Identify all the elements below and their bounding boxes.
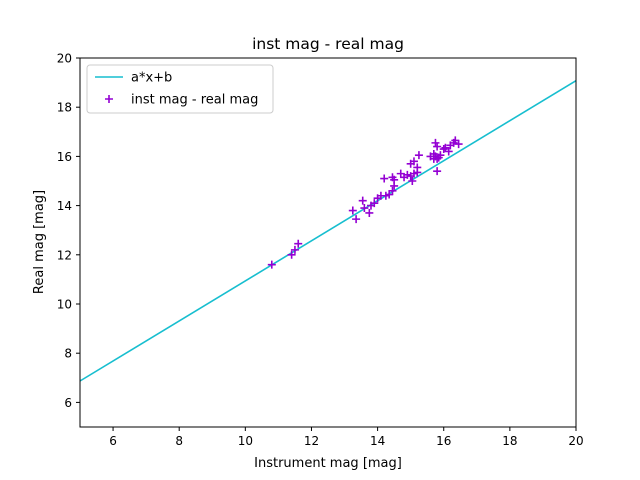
x-tick-label: 18 bbox=[502, 434, 517, 448]
y-tick-label: 18 bbox=[57, 101, 72, 115]
legend-label: inst mag - real mag bbox=[131, 93, 258, 108]
data-point bbox=[431, 138, 440, 147]
data-point bbox=[370, 199, 379, 208]
x-tick-label: 20 bbox=[568, 434, 583, 448]
legend: a*x+b inst mag - real mag bbox=[86, 64, 274, 114]
fit-line bbox=[80, 79, 576, 382]
data-point bbox=[360, 204, 369, 213]
data-point bbox=[348, 206, 357, 215]
legend-label: a*x+b bbox=[131, 71, 172, 86]
data-point bbox=[388, 186, 397, 195]
y-tick-label: 20 bbox=[57, 52, 72, 66]
y-tick-label: 8 bbox=[64, 347, 72, 361]
data-point bbox=[408, 177, 417, 185]
data-point bbox=[380, 174, 389, 183]
data-point bbox=[390, 175, 399, 184]
y-axis-label: Real mag [mag] bbox=[32, 190, 47, 294]
data-point bbox=[294, 239, 303, 248]
data-point bbox=[433, 167, 442, 176]
y-tick-label: 12 bbox=[57, 248, 72, 262]
plot-area: 6 8 10 12 14 16 18 20 6 8 10 12 14 16 18 20 bbox=[57, 52, 584, 449]
plot-content bbox=[80, 79, 576, 382]
data-point bbox=[290, 245, 299, 254]
chart-title: inst mag - real mag bbox=[252, 35, 404, 53]
data-point bbox=[429, 154, 438, 163]
axes-frame bbox=[79, 57, 577, 428]
data-point bbox=[433, 142, 442, 151]
data-point bbox=[436, 151, 445, 160]
data-point bbox=[451, 136, 460, 145]
data-point bbox=[358, 196, 367, 205]
y-tick-label: 16 bbox=[57, 150, 72, 164]
x-tick-label: 6 bbox=[109, 434, 117, 448]
y-tick-label: 14 bbox=[57, 199, 72, 213]
x-tick-label: 8 bbox=[175, 434, 183, 448]
x-tick-label: 12 bbox=[304, 434, 319, 448]
scatter-series bbox=[267, 136, 463, 269]
x-tick-label: 16 bbox=[436, 434, 451, 448]
data-point bbox=[439, 145, 448, 154]
data-point bbox=[413, 163, 422, 172]
y-tick-label: 6 bbox=[64, 396, 72, 410]
data-point bbox=[365, 208, 374, 217]
data-point bbox=[409, 157, 418, 166]
data-point bbox=[352, 215, 361, 224]
legend-marker-swatch bbox=[105, 95, 113, 103]
legend-box bbox=[86, 64, 274, 114]
x-tick-label: 14 bbox=[370, 434, 385, 448]
data-point bbox=[444, 147, 453, 156]
x-axis-label: Instrument mag [mag] bbox=[254, 456, 402, 471]
x-tick-label: 10 bbox=[238, 434, 253, 448]
data-point bbox=[414, 151, 423, 160]
y-tick-label: 10 bbox=[57, 298, 72, 312]
data-point bbox=[287, 250, 296, 259]
data-point bbox=[267, 260, 276, 269]
